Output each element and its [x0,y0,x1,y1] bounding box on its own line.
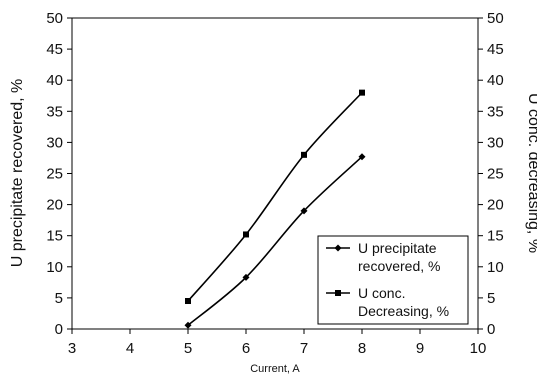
y-axis-title-right: U conc. decreasing, % [525,93,537,253]
series-2-point [359,89,365,96]
series-1-point [242,273,250,281]
series-group [184,89,366,329]
x-tick-label: 8 [358,340,366,357]
y-tick-label-right: 35 [487,103,504,120]
y-tick-label-left: 20 [46,197,63,214]
y-tick-label-right: 45 [487,41,504,58]
y-tick-label-right: 40 [487,72,504,89]
y-tick-label-left: 40 [46,72,63,89]
y-tick-label-left: 5 [55,290,63,307]
x-tick-label: 5 [184,340,192,357]
series-2-point [243,231,249,238]
series-2-point [301,151,307,158]
y-tick-label-right: 20 [487,197,504,214]
legend-label-series-1-line-2: recovered, % [358,258,440,274]
y-tick-label-left: 25 [46,166,63,183]
series-2-line [187,92,363,302]
x-tick-label: 6 [242,340,250,357]
series-1-point [184,321,192,329]
y-axis-title-left: U precipitate recovered, % [9,79,26,268]
y-tick-label-left: 15 [46,228,63,245]
series-1-line [187,156,363,326]
series-1-point [358,153,366,161]
y-tick-label-right: 10 [487,259,504,276]
y-tick-label-right: 25 [487,166,504,183]
y-tick-label-right: 0 [487,321,495,338]
series-1-point [300,207,308,215]
y-tick-label-right: 50 [487,10,504,27]
y-tick-label-right: 5 [487,290,495,307]
series-2-point [185,298,191,305]
x-axis-title: Current, A [250,363,300,375]
legend-label-series-2-line-1: U conc. [358,285,405,301]
y-tick-label-left: 50 [46,10,63,27]
y-tick-label-left: 45 [46,41,63,58]
legend-marker-diamond [334,244,342,252]
legend-label-series-1-line-1: U precipitate [358,240,437,256]
y-tick-label-right: 30 [487,134,504,151]
y-tick-label-left: 0 [55,321,63,338]
legend-marker-square [335,290,341,296]
x-tick-label: 10 [470,340,487,357]
legend: U precipitate recovered, % U conc. Decre… [317,235,469,325]
y-tick-label-left: 10 [46,259,63,276]
legend-box [317,235,469,325]
x-tick-label: 4 [126,340,134,357]
y-tick-label-left: 35 [46,103,63,120]
legend-label-series-2-line-2: Decreasing, % [358,303,449,319]
y-tick-label-left: 30 [46,134,63,151]
y-tick-label-right: 15 [487,228,504,245]
x-tick-label: 9 [416,340,424,357]
x-tick-label: 3 [68,340,76,357]
x-tick-label: 7 [300,340,308,357]
